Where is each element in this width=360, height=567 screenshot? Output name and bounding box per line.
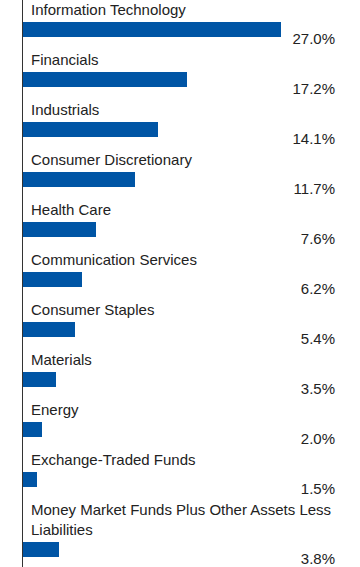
data-label: 5.4% (301, 329, 335, 349)
bar-row: Materials 3.5% (0, 350, 360, 400)
data-label: 3.8% (301, 549, 335, 567)
bar (23, 72, 187, 87)
bar-row: Consumer Staples 5.4% (0, 300, 360, 350)
bar-area: 14.1% (0, 120, 360, 150)
bar (23, 22, 281, 37)
chart: Information Technology 27.0%Financials 17.… (0, 0, 360, 567)
bar-area: 17.2% (0, 70, 360, 100)
bar-row: Industrials 14.1% (0, 100, 360, 150)
bar (23, 422, 42, 437)
category-label: Energy (31, 400, 346, 420)
bar-row: Financials 17.2% (0, 50, 360, 100)
bar (23, 542, 59, 557)
category-label: Consumer Discretionary (31, 150, 346, 170)
bar (23, 472, 37, 487)
data-label: 7.6% (301, 229, 335, 249)
bar-area: 5.4% (0, 320, 360, 350)
bar-area: 2.0% (0, 420, 360, 450)
category-label: Communication Services (31, 250, 346, 270)
bar (23, 122, 158, 137)
data-label: 6.2% (301, 279, 335, 299)
bar-row: Communication Services 6.2% (0, 250, 360, 300)
data-label: 11.7% (294, 179, 335, 199)
category-label: Information Technology (31, 0, 346, 20)
bar (23, 322, 75, 337)
bar-area: 27.0% (0, 20, 360, 50)
data-label: 14.1% (292, 129, 335, 149)
bar (23, 272, 82, 287)
data-label: 3.5% (301, 379, 335, 399)
bar-area: 3.8% (0, 540, 360, 567)
bar-area: 3.5% (0, 370, 360, 400)
category-label: Materials (31, 350, 346, 370)
category-label: Health Care (31, 200, 346, 220)
bar-row: Exchange-Traded Funds 1.5% (0, 450, 360, 500)
bar-row: Consumer Discretionary 11.7% (0, 150, 360, 200)
category-label: Exchange-Traded Funds (31, 450, 346, 470)
bar-area: 6.2% (0, 270, 360, 300)
bar-area: 7.6% (0, 220, 360, 250)
bar-row: Health Care 7.6% (0, 200, 360, 250)
category-label: Financials (31, 50, 346, 70)
data-label: 17.2% (292, 79, 335, 99)
data-label: 2.0% (301, 429, 335, 449)
bar (23, 372, 56, 387)
bar (23, 222, 96, 237)
bar-area: 11.7% (0, 170, 360, 200)
category-label: Consumer Staples (31, 300, 346, 320)
bar-row: Money Market Funds Plus Other Assets Les… (0, 500, 360, 567)
bar-row: Energy 2.0% (0, 400, 360, 450)
bar (23, 172, 135, 187)
bar-row: Information Technology 27.0% (0, 0, 360, 50)
category-label: Industrials (31, 100, 346, 120)
bar-area: 1.5% (0, 470, 360, 500)
data-label: 1.5% (301, 479, 335, 499)
category-label: Money Market Funds Plus Other Assets Les… (31, 500, 346, 540)
data-label: 27.0% (292, 29, 335, 49)
